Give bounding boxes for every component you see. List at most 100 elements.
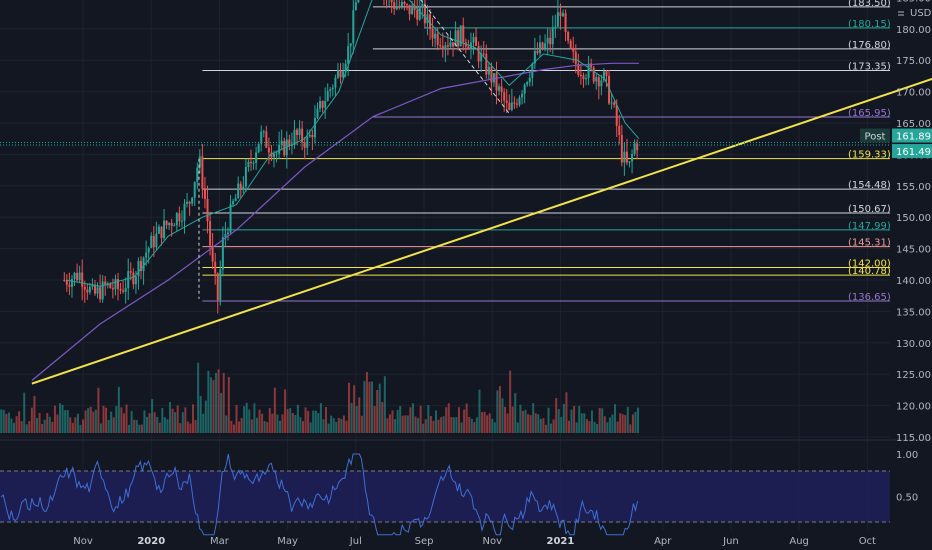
time-tick-label: Apr [654,536,672,547]
volume-bar [488,413,491,433]
price-tick-label: 125.00 [896,370,931,381]
volume-bar [87,408,90,433]
volume-bar [603,416,606,433]
volume-bar [614,404,617,433]
volume-bar [28,421,31,433]
volume-bar [473,422,476,433]
volume-bar [353,385,356,433]
candle-body [296,129,299,136]
volume-bar [181,412,184,433]
candle-body [88,286,91,293]
price-tags: Post 161.89 161.49 [0,128,932,159]
volume-bar [624,414,627,433]
volume-bar [424,419,427,433]
volume-bar [552,419,555,433]
oscillator-pane [0,453,890,536]
volume-bar [598,407,601,433]
level-label: (136.65) [848,292,891,303]
volume-bar [322,419,325,433]
volume-bar [483,411,486,433]
candle-body [393,2,396,9]
candle-body [429,14,432,29]
volume-bar [399,405,402,433]
volume-bar [163,417,166,433]
level-label: (176.80) [848,40,891,51]
volume-bar [10,418,13,433]
volume-bar [138,424,141,433]
currency-label: USD [910,8,932,19]
volume-bar [225,415,228,433]
volume-bar [197,362,200,433]
volume-bar [629,424,632,433]
candle-body [229,204,232,233]
price-tick-label: 145.00 [896,245,931,256]
candle-body [175,213,178,226]
volume-bar [189,423,192,433]
level-label: (154.48) [848,180,891,191]
volume-bar [284,389,287,433]
price-axis[interactable]: USD 115.00 120.00 125.00 130.00 135.00 140.00… [896,0,932,504]
scale-toggle[interactable] [898,11,904,16]
volume-bar [161,408,164,433]
candle-body [577,63,580,76]
price-tick-label: 155.00 [896,182,931,193]
volume-bar [557,409,560,433]
candle-body [273,153,276,158]
volume-bar [608,417,611,433]
candle-body [99,287,102,300]
candle-body [142,257,145,272]
candle-body [587,63,590,79]
volume-bar [547,407,550,433]
volume-bar [596,423,599,433]
candle-body [408,4,411,15]
candle-body [193,181,196,198]
candle-body [459,25,462,47]
volume-bar [404,415,407,433]
volume-bar [0,409,3,433]
volume-bar [637,407,640,433]
candle-body [339,69,342,78]
candle-body [444,45,447,49]
oscillator-tick-label: 0.50 [896,493,918,504]
volume-bar [140,424,143,433]
candle-body [492,73,495,83]
candle-body [508,102,511,110]
volume-bar [355,405,358,433]
candle-body [206,198,209,222]
time-tick-label: Nov [482,536,502,547]
candle-body [117,279,120,289]
candle-body [523,84,526,94]
volume-bar [550,423,553,433]
volume-bar [470,418,473,433]
candle-body [600,80,603,87]
candle-body [86,289,89,293]
candle-body [306,136,309,148]
volume-bar [48,416,51,433]
candle-body [349,43,352,47]
volume-bar [76,413,79,433]
volume-bar [590,410,593,433]
ascending-support-trendline [31,77,932,385]
price-tick-label: 135.00 [896,307,931,318]
volume-bar [555,398,558,433]
price-tick-label: 185.00 [896,0,931,4]
candle-body [554,26,557,28]
candle-body [423,3,426,24]
volume-bar [30,407,33,433]
volume-bar [314,410,317,433]
candle-body [567,32,570,41]
volume-bar [153,412,156,433]
time-tick-label: 2021 [547,536,575,547]
candle-body [216,273,219,301]
volume-bar [202,413,205,433]
candle-body [536,51,539,54]
candle-body [592,67,595,82]
candle-body [538,42,541,54]
time-axis[interactable]: Nov 2020 Mar May Jul Sep Nov 2021 Apr Jun Aug Oct [73,536,876,547]
volume-bar [276,414,279,433]
volume-bar [337,417,340,433]
candle-body [454,30,457,47]
volume-bar [327,423,330,433]
volume-bar [345,420,348,433]
